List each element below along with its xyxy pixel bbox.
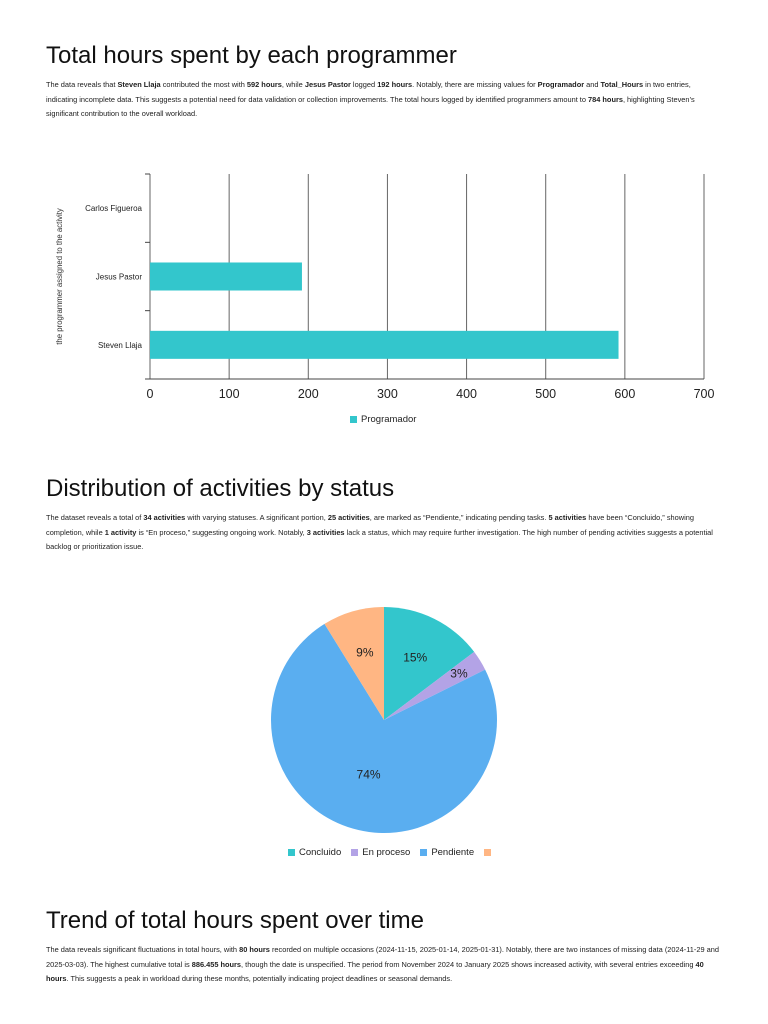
bold-text: 80 hours bbox=[239, 945, 270, 954]
pie-data-label: 3% bbox=[450, 667, 468, 681]
bold-text: 886.455 hours bbox=[191, 959, 242, 969]
legend-item[interactable]: En proceso bbox=[351, 847, 410, 858]
legend-swatch bbox=[350, 416, 357, 423]
text-run: and bbox=[584, 80, 601, 89]
text-run: is “En proceso,” suggesting ongoing work… bbox=[136, 527, 307, 537]
x-tick-label: 0 bbox=[147, 387, 154, 401]
bold-text: 5 activities bbox=[548, 513, 587, 522]
text-run: in two entries, indicating incomplete da… bbox=[46, 80, 691, 104]
bar-chart: 0 100 200 300 400 500 600 700 Carlos Figueroa Jes… bbox=[55, 173, 715, 401]
pie-slice bbox=[384, 607, 475, 720]
legend-swatch bbox=[351, 849, 359, 856]
section-title: Total hours spent by each programmer bbox=[46, 42, 457, 69]
legend-item[interactable]: Pendiente bbox=[420, 847, 474, 858]
text-run: The data reveals significant fluctuation… bbox=[46, 945, 240, 954]
text-run: recorded on multiple occasions (2024-11-… bbox=[46, 945, 719, 969]
x-tick-label: 700 bbox=[694, 387, 715, 401]
section-title: Distribution of activities by status bbox=[46, 475, 395, 502]
legend-label: Programador bbox=[361, 414, 417, 425]
legend-swatch bbox=[420, 849, 428, 856]
text-run: with varying statuses. A significant por… bbox=[185, 513, 328, 522]
section-paragraph: The data reveals that Steven Llaja contr… bbox=[46, 78, 722, 122]
text-run: lack a status, which may require further… bbox=[46, 527, 713, 552]
bold-text: 25 activities bbox=[327, 513, 370, 522]
section-programmer-hours: Total hours spent by each programmer The… bbox=[46, 42, 722, 122]
y-tick-label: Steven Llaja bbox=[98, 341, 143, 350]
legend-label: Concluido bbox=[299, 847, 342, 858]
text-run: have been “Concluido,” showing completio… bbox=[46, 513, 694, 537]
bold-text: 784 hours bbox=[588, 94, 623, 104]
bold-text: 192 hours bbox=[377, 80, 413, 89]
legend-label: Pendiente bbox=[431, 847, 475, 858]
pie-data-label: 15% bbox=[403, 650, 427, 664]
bold-text: 592 hours bbox=[246, 80, 282, 89]
legend-item[interactable]: Programador bbox=[350, 414, 416, 425]
pie-chart-legend: Concluido En proceso Pendiente bbox=[288, 847, 492, 858]
legend-label: En proceso bbox=[362, 847, 411, 858]
pie-slice bbox=[270, 623, 497, 833]
bold-text: 34 activities bbox=[143, 513, 186, 522]
legend-swatch bbox=[484, 849, 492, 856]
x-tick-label: 300 bbox=[377, 387, 398, 401]
legend-item[interactable] bbox=[484, 849, 492, 856]
text-run: The data reveals that bbox=[46, 80, 118, 89]
pie-slice bbox=[324, 607, 384, 720]
bold-text: Total_Hours bbox=[600, 80, 644, 89]
legend-item[interactable]: Concluido bbox=[288, 847, 341, 858]
text-run: . This suggests a peak in workload durin… bbox=[66, 974, 453, 984]
x-tick-label: 100 bbox=[219, 387, 240, 401]
section-paragraph: The dataset reveals a total of 34 activi… bbox=[46, 511, 722, 555]
y-tick-label: Carlos Figueroa bbox=[85, 204, 142, 213]
y-axis-label: the programmer assigned to the activity bbox=[55, 208, 64, 345]
bar-chart-legend: Programador bbox=[350, 414, 416, 425]
bold-text: 40 hours bbox=[46, 959, 704, 984]
section-paragraph: The data reveals significant fluctuation… bbox=[46, 943, 722, 987]
section-hours-trend: Trend of total hours spent over time The… bbox=[46, 907, 722, 987]
text-run: , though the date is unspecified. The pe… bbox=[241, 959, 696, 969]
text-run: , while bbox=[281, 80, 305, 89]
text-run: logged bbox=[350, 80, 378, 89]
text-run: , highlighting Steven’s significant cont… bbox=[46, 94, 695, 119]
text-run: contributed the most with bbox=[160, 80, 247, 89]
pie-data-label: 74% bbox=[357, 767, 381, 781]
x-tick-label: 600 bbox=[614, 387, 635, 401]
x-tick-label: 200 bbox=[298, 387, 319, 401]
bold-text: Steven Llaja bbox=[117, 80, 161, 89]
x-tick-label: 400 bbox=[456, 387, 477, 401]
text-run: . Notably, there are missing values for bbox=[412, 80, 538, 89]
text-run: , are marked as “Pendiente,” indicating … bbox=[369, 513, 549, 522]
text-run: The dataset reveals a total of bbox=[46, 513, 144, 522]
pie-data-label: 9% bbox=[356, 646, 374, 660]
bold-text: Jesus Pastor bbox=[304, 80, 351, 89]
section-status-distribution: Distribution of activities by status The… bbox=[46, 475, 722, 555]
pie-slice bbox=[384, 651, 486, 720]
legend-swatch bbox=[288, 849, 295, 856]
x-tick-label: 500 bbox=[535, 387, 556, 401]
y-tick-label: Jesus Pastor bbox=[96, 273, 143, 282]
bar bbox=[150, 262, 302, 291]
bold-text: Programador bbox=[537, 80, 585, 89]
section-title: Trend of total hours spent over time bbox=[46, 907, 424, 934]
pie-chart: 15% 3% 74% 9% bbox=[270, 607, 497, 833]
bold-text: 3 activities bbox=[306, 527, 345, 537]
bar bbox=[150, 330, 619, 359]
bold-text: 1 activity bbox=[104, 527, 137, 537]
